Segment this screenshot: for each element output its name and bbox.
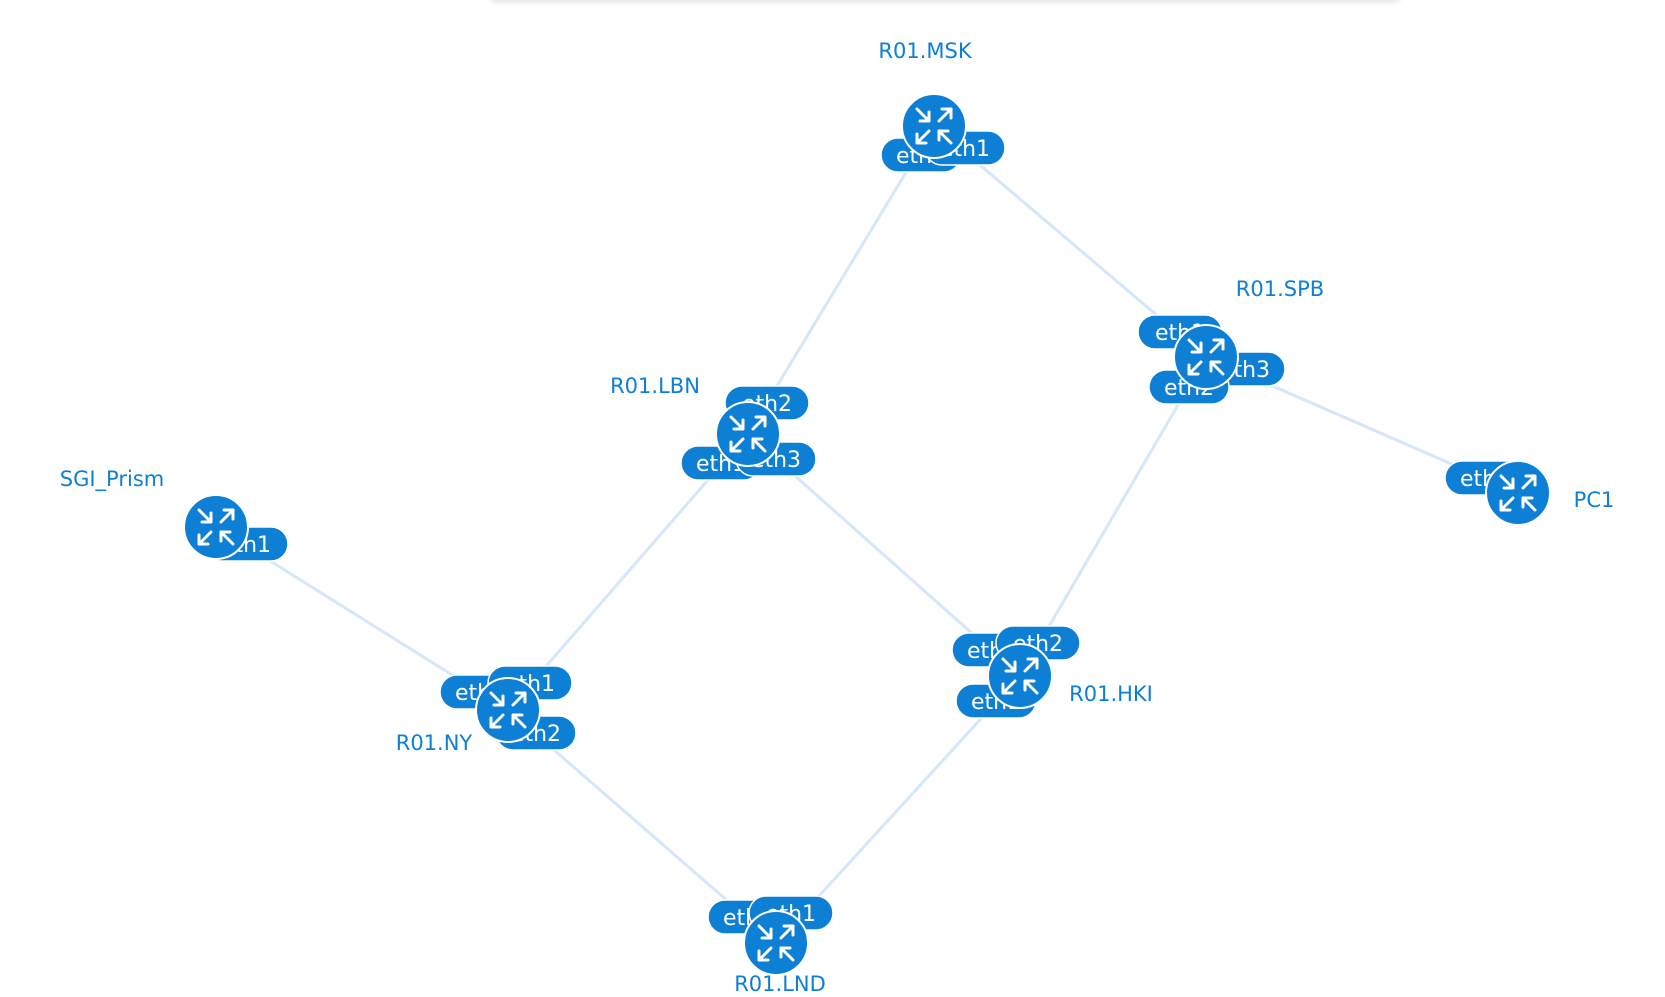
link-spb-hki[interactable] <box>1018 356 1208 677</box>
router-arrow <box>937 107 953 123</box>
router-arrow <box>729 437 745 453</box>
router-arrow <box>1023 657 1039 673</box>
router-arrow <box>219 530 235 546</box>
router-arrow <box>219 508 235 524</box>
router-icon[interactable] <box>743 910 809 976</box>
router-circle <box>743 910 809 976</box>
router-arrow <box>779 946 795 962</box>
router-arrow <box>1521 474 1537 490</box>
router-circle <box>475 677 541 743</box>
router-arrow <box>757 924 773 940</box>
router-circle <box>715 401 781 467</box>
router-icon[interactable] <box>1485 460 1551 526</box>
router-arrow <box>197 508 213 524</box>
router-arrow <box>489 691 505 707</box>
link-msk-lbn[interactable] <box>746 125 936 435</box>
router-arrow <box>915 107 931 123</box>
router-arrow <box>915 129 931 145</box>
router-arrow <box>1187 360 1203 376</box>
router-arrow <box>1521 496 1537 512</box>
node-label: R01.LBN <box>610 374 700 398</box>
router-icon[interactable] <box>715 401 781 467</box>
router-arrow <box>1023 679 1039 695</box>
node-label: PC1 <box>1574 488 1615 512</box>
router-circle <box>901 93 967 159</box>
router-arrow <box>1187 338 1203 354</box>
router-arrow <box>1499 474 1515 490</box>
node-ny[interactable]: eth3eth1eth2R01.NY <box>396 665 577 755</box>
router-icon[interactable] <box>1173 324 1239 390</box>
node-label: R01.HKI <box>1069 682 1153 706</box>
router-circle <box>987 643 1053 709</box>
router-arrow <box>757 946 773 962</box>
node-label: R01.MSK <box>878 39 972 63</box>
router-arrow <box>511 713 527 729</box>
node-label: SGI_Prism <box>60 467 164 492</box>
links-layer <box>215 124 1519 945</box>
router-icon[interactable] <box>987 643 1053 709</box>
router-arrow <box>489 713 505 729</box>
node-label: R01.LND <box>734 972 826 996</box>
router-circle <box>1173 324 1239 390</box>
router-icon[interactable] <box>183 494 249 560</box>
router-circle <box>1485 460 1551 526</box>
router-icon[interactable] <box>475 677 541 743</box>
router-arrow <box>1001 657 1017 673</box>
router-arrow <box>751 437 767 453</box>
router-arrow <box>937 129 953 145</box>
router-arrow <box>729 415 745 431</box>
router-arrow <box>1209 338 1225 354</box>
router-arrow <box>779 924 795 940</box>
router-circle <box>183 494 249 560</box>
router-icon[interactable] <box>901 93 967 159</box>
node-label: R01.SPB <box>1236 277 1324 301</box>
router-arrow <box>1001 679 1017 695</box>
router-arrow <box>1499 496 1515 512</box>
router-arrow <box>197 530 213 546</box>
node-label: R01.NY <box>396 731 473 755</box>
router-arrow <box>511 691 527 707</box>
router-arrow <box>751 415 767 431</box>
router-arrow <box>1209 360 1225 376</box>
